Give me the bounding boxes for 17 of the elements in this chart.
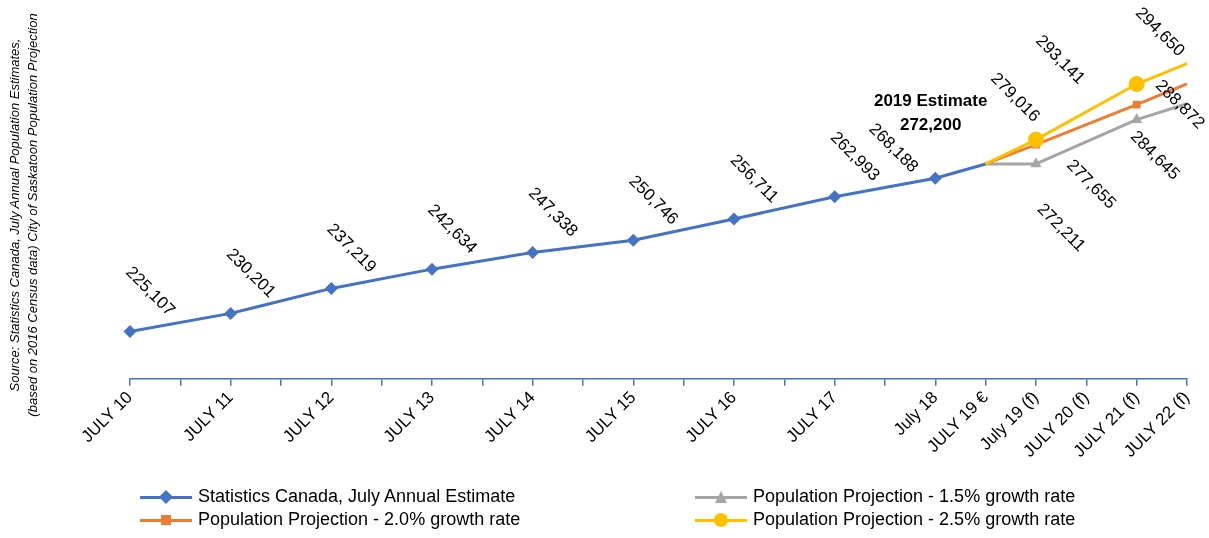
point (324, 281, 338, 295)
point (526, 245, 540, 259)
point (727, 212, 741, 226)
point (1132, 100, 1141, 109)
point (425, 262, 439, 276)
legend-label: Population Projection - 2.5% growth rate (753, 509, 1076, 530)
point (123, 325, 137, 339)
source-note: Source: Statistics Canada, July Annual Population Estimates, (based on 2016 Census data) City of Saskatoon Population Projection (6, 12, 41, 419)
legend-label: Population Projection - 1.5% growth rate (753, 486, 1076, 507)
legend-label: Statistics Canada, July Annual Estimate (198, 486, 516, 507)
point (1128, 76, 1145, 93)
point (224, 306, 238, 320)
point (928, 171, 942, 185)
legend-label: Population Projection - 2.0% growth rate (198, 509, 521, 530)
point (1028, 131, 1044, 148)
point (626, 233, 640, 247)
point (828, 190, 842, 204)
